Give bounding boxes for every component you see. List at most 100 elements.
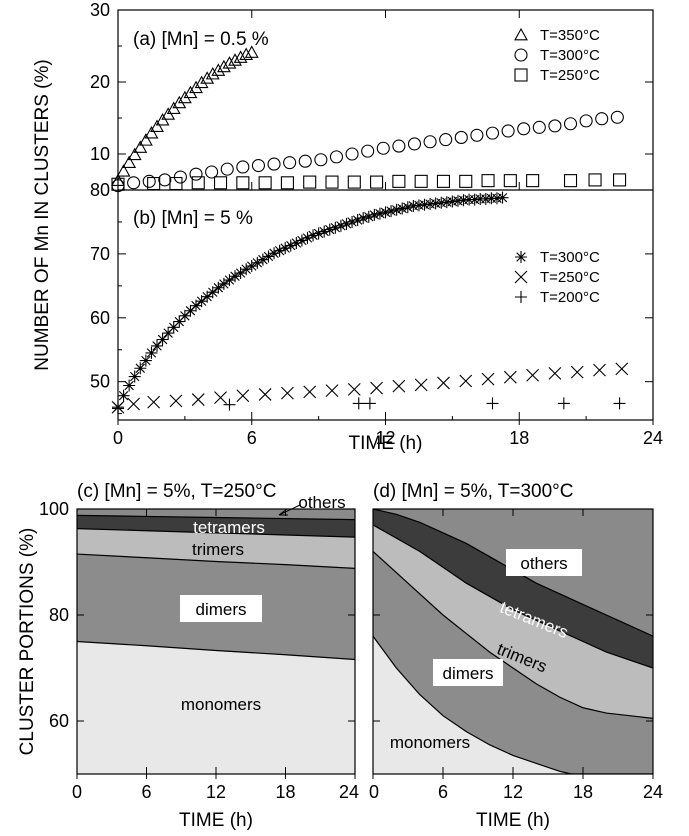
point-b-asterisk [195,295,208,308]
point-b-asterisk [134,362,147,375]
point-b-cross [214,391,227,405]
point-a-circle [532,120,546,134]
x-tick-label-d: 18 [573,782,593,802]
x-tick-label-c: 24 [339,782,359,802]
point-b-plus [352,397,365,410]
panel-ab: 0 6 12 18 24 TIME (h) 10 20 30 50 60 70 80 NUMBER OF … [32,0,663,454]
point-b-asterisk [496,191,509,204]
x-tick-label-d: 6 [438,782,448,802]
plot-area-c [77,509,355,774]
point-a-square [236,176,250,190]
point-b-asterisk [290,237,303,250]
point-b-cross [548,366,562,380]
point-a-triangle [200,71,215,84]
point-b-asterisk [340,217,353,230]
point-b-cross [127,397,140,411]
point-b-asterisk [178,309,191,322]
boundary-trimers [373,524,653,669]
point-b-plus [363,397,376,410]
point-b-asterisk [407,199,420,212]
label-box-dimers-c [180,595,262,622]
boundary-tetramers [77,514,355,521]
point-b-asterisk [323,223,336,236]
point-a-square [459,174,473,188]
label-trimers-c: trimers [192,540,244,559]
point-a-circle [563,117,578,131]
point-b-asterisk [245,260,258,273]
point-b-asterisk [262,250,275,263]
point-b-asterisk [128,370,141,383]
y-tick-label-c: 60 [49,711,69,731]
point-a-circle [267,157,281,171]
point-a-circle [610,110,624,124]
point-b-cross [370,381,383,395]
point-a-square [370,175,384,189]
point-b-asterisk [362,210,375,223]
point-a-circle [485,126,500,140]
legend-label: T=300°C [540,47,600,64]
point-a-square [563,174,578,188]
point-b-cross [347,382,361,396]
point-b-cross [481,372,495,386]
region-monomers [373,636,653,774]
y-tick-label-b: 60 [90,308,110,328]
point-a-square [303,175,317,189]
point-b-cross [147,395,161,409]
point-b-cross [169,394,183,408]
y-tick-label-b: 70 [90,244,110,264]
point-b-asterisk [346,215,359,228]
point-b-cross [570,365,584,379]
point-b-asterisk [156,333,169,346]
panel-d: 0 6 12 18 24 (d) [Mn] = 5%, T=300°C TIME (h) ot… [369,481,663,831]
x-tick-label: 12 [375,428,395,448]
boundary-monomers [373,635,653,774]
point-b-asterisk [123,379,136,392]
point-b-asterisk [217,277,230,290]
point-a-triangle [233,50,248,63]
point-b-asterisk [396,202,409,215]
panel-c-title: (c) [Mn] = 5%, T=250°C [77,481,276,502]
x-tick-label: 0 [113,428,123,448]
y-tick-label-b: 50 [90,372,110,392]
point-a-circle [205,165,219,179]
point-b-asterisk [279,242,292,255]
point-b-asterisk [457,194,470,207]
point-a-circle [376,141,390,155]
point-b-cross [459,374,473,388]
point-b-asterisk [490,192,503,205]
point-b-asterisk [273,244,286,257]
label-others-c: others [298,493,345,512]
point-b-asterisk [351,214,364,227]
y-tick-label-c: 100 [39,499,69,519]
point-b-asterisk [295,234,308,247]
panel-a-title: (a) [Mn] = 0.5 % [133,29,269,50]
x-axis-title-d: TIME (h) [476,810,550,831]
panel-b-title: (b) [Mn] = 5 % [133,208,253,229]
y-tick-label-c: 80 [49,605,69,625]
point-a-square [147,176,161,191]
point-a-circle [423,135,437,149]
panel-c: 0 6 12 18 24 60 80 100 (c) [Mn] = 5%, T=250°C TIM… [17,481,359,831]
point-b-cross [281,386,294,400]
point-b-plus [613,397,626,410]
point-a-triangle [194,75,209,89]
point-a-square [111,177,125,191]
point-a-square [588,173,602,187]
region-monomers [77,641,355,774]
label-dimers-c: dimers [195,600,246,619]
point-b-asterisk [184,304,197,317]
point-b-asterisk [173,315,186,328]
point-b-asterisk [479,192,492,205]
panel-d-title: (d) [Mn] = 5%, T=300°C [373,481,574,502]
point-b-asterisk [234,267,247,280]
point-b-asterisk [256,253,269,266]
point-b-asterisk [167,321,180,334]
y-axis-title-c: CLUSTER PORTIONS (%) [17,528,38,756]
label-others-d: others [520,554,567,573]
point-a-square [526,174,540,188]
point-a-circle [501,124,515,138]
point-a-triangle [122,155,137,168]
legend-label: T=350°C [540,27,600,44]
point-b-asterisk [162,327,175,340]
point-b-plus [486,397,499,410]
